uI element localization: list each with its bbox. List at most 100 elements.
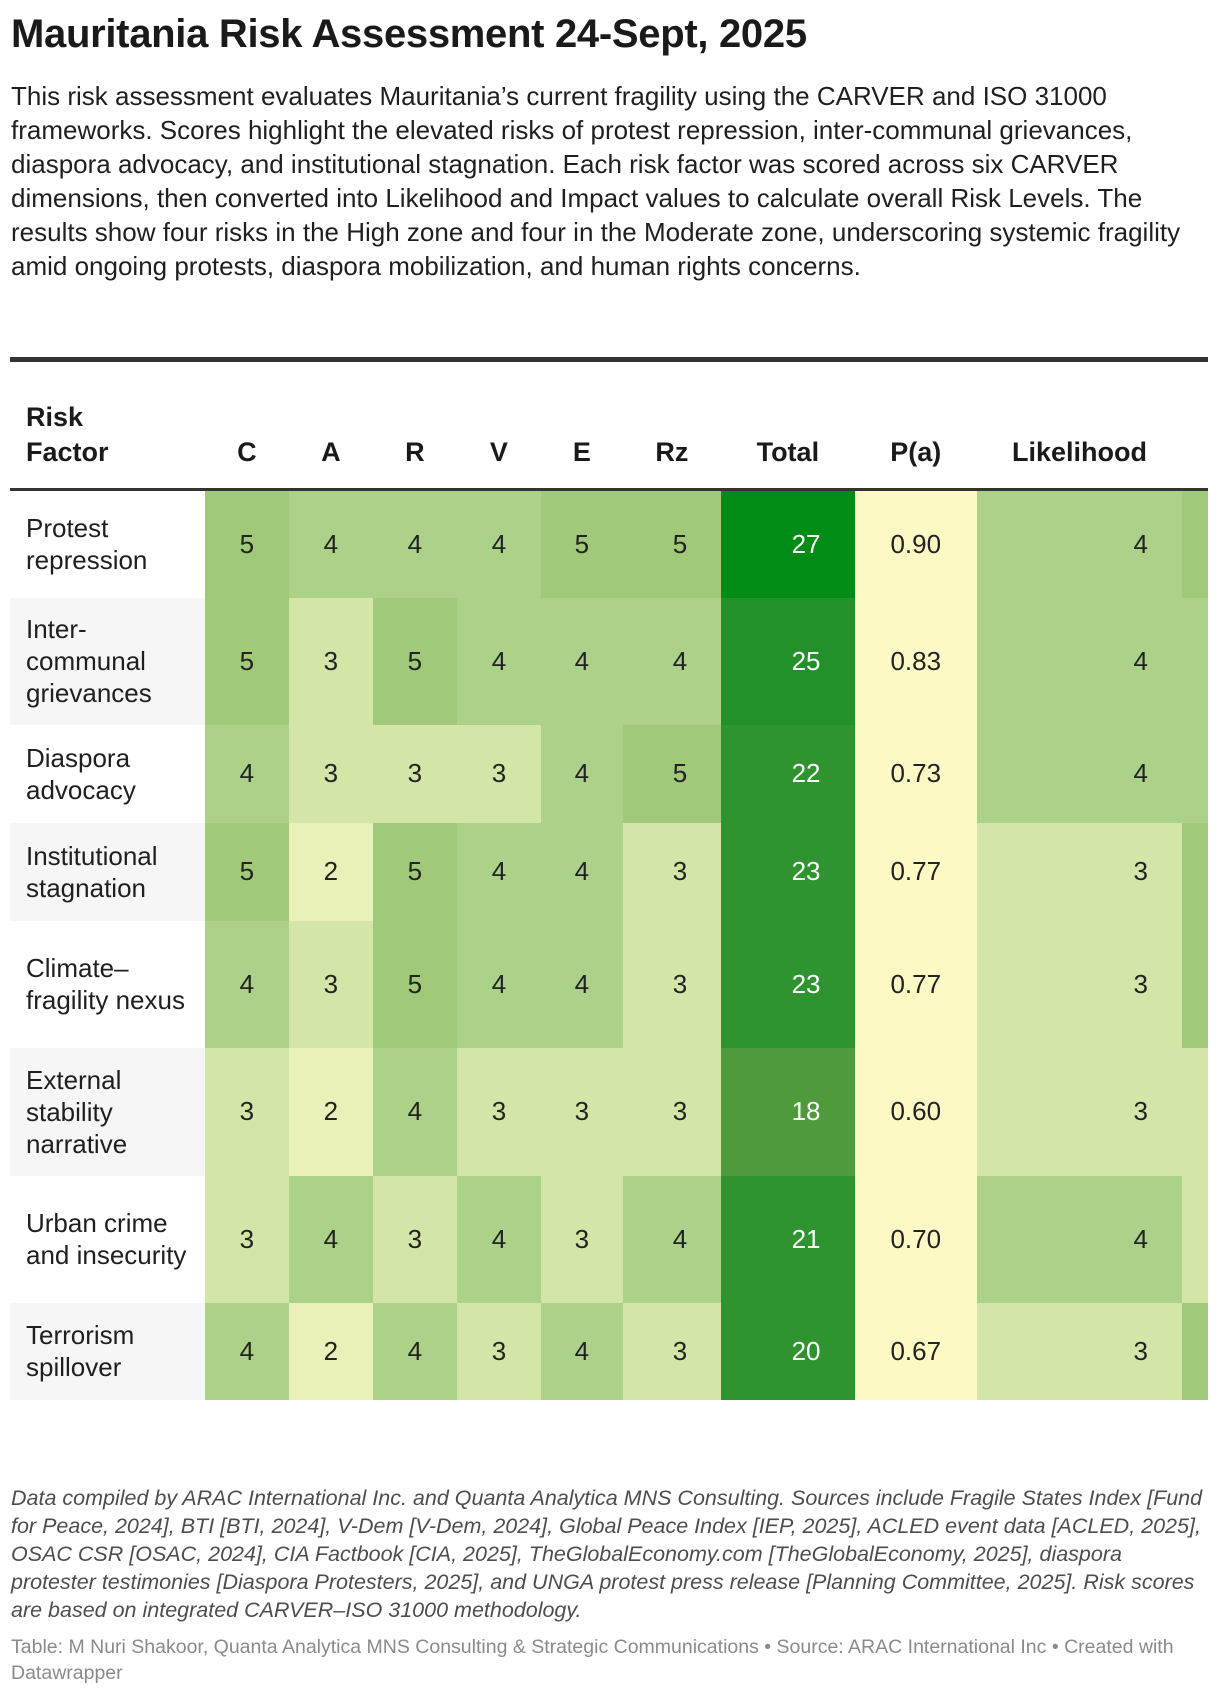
risk-factor-cell: Institutional stagnation [10,822,206,921]
risk-factor-cell: External stability narrative [10,1047,206,1176]
score-cell-r: 4 [373,489,457,598]
header-cell-overflow [1181,362,1208,491]
score-cell-r: 5 [373,822,457,921]
score-cell-v: 4 [456,1175,542,1303]
total-cell: 21 [721,1175,855,1303]
probability-cell: 0.70 [854,1175,977,1303]
score-cell-e: 4 [541,822,623,921]
table-row: Terrorism spillover 4 2 4 3 4 3 20 0.67 3 [10,1302,1208,1400]
score-cell-c: 3 [205,1047,289,1176]
likelihood-cell: 4 [977,724,1182,823]
table-row: Inter-communal grievances 5 3 5 4 4 4 25 0.83 4 [10,597,1208,725]
header-cell: Total [721,362,855,491]
likelihood-cell: 3 [977,920,1182,1048]
risk-factor-cell: Terrorism spillover [10,1302,206,1400]
score-cell-e: 4 [541,920,623,1048]
score-cell-e: 3 [541,1175,623,1303]
score-cell-r: 3 [373,724,457,823]
score-cell-rz: 3 [622,920,722,1048]
table-body: Protest repression 5 4 4 4 5 5 27 0.90 4 Inter-com… [10,489,1208,1400]
likelihood-cell: 3 [977,822,1182,921]
overflow-cell [1181,597,1208,725]
likelihood-cell: 3 [977,1047,1182,1176]
risk-factor-cell: Urban crime and insecurity [10,1175,206,1303]
header-cell: V [456,362,542,491]
overflow-cell [1181,1175,1208,1303]
header-cell: Likelihood [977,362,1182,491]
probability-cell: 0.77 [854,822,977,921]
probability-cell: 0.73 [854,724,977,823]
score-cell-e: 4 [541,724,623,823]
score-cell-e: 4 [541,1302,623,1400]
score-cell-v: 3 [456,1047,542,1176]
header-cell: P(a) [854,362,977,491]
overflow-cell [1181,1302,1208,1400]
score-cell-r: 4 [373,1047,457,1176]
total-cell: 20 [721,1302,855,1400]
probability-cell: 0.67 [854,1302,977,1400]
overflow-cell [1181,489,1208,598]
header-cell: C [205,362,289,491]
total-cell: 23 [721,920,855,1048]
header-cell: E [541,362,623,491]
score-cell-e: 5 [541,489,623,598]
risk-factor-cell: Climate–fragility nexus [10,920,206,1048]
score-cell-c: 5 [205,489,289,598]
score-cell-a: 3 [288,597,374,725]
score-cell-r: 5 [373,920,457,1048]
risk-factor-cell: Inter-communal grievances [10,597,206,725]
likelihood-cell: 4 [977,489,1182,598]
score-cell-a: 2 [288,1302,374,1400]
score-cell-a: 3 [288,920,374,1048]
score-cell-rz: 5 [622,724,722,823]
overflow-cell [1181,1047,1208,1176]
overflow-cell [1181,822,1208,921]
score-cell-rz: 4 [622,597,722,725]
score-cell-c: 4 [205,920,289,1048]
score-cell-c: 4 [205,724,289,823]
score-cell-v: 4 [456,597,542,725]
score-cell-a: 2 [288,822,374,921]
score-cell-e: 4 [541,597,623,725]
score-cell-v: 4 [456,920,542,1048]
score-cell-rz: 3 [622,822,722,921]
footnote: Data compiled by ARAC International Inc.… [11,1486,1203,1622]
score-cell-a: 4 [288,489,374,598]
risk-factor-cell: Diaspora advocacy [10,724,206,823]
header-row: Risk Factor C A R V E Rz Total P(a) Likel… [10,362,1208,491]
score-cell-rz: 4 [622,1175,722,1303]
header-cell: Rz [622,362,722,491]
table-row: Climate–fragility nexus 4 3 5 4 4 3 23 0.77 3 [10,920,1208,1048]
total-cell: 25 [721,597,855,725]
credit-line: Table: M Nuri Shakoor, Quanta Analytica … [11,1636,1174,1684]
overflow-cell [1181,724,1208,823]
score-cell-rz: 3 [622,1047,722,1176]
likelihood-cell: 3 [977,1302,1182,1400]
risk-factor-cell: Protest repression [10,489,206,598]
table-row: Diaspora advocacy 4 3 3 3 4 5 22 0.73 4 [10,724,1208,823]
probability-cell: 0.77 [854,920,977,1048]
score-cell-a: 2 [288,1047,374,1176]
risk-table: Risk Factor C A R V E Rz Total P(a) Likel… [10,362,1208,1400]
page-title: Mauritania Risk Assessment 24-Sept, 2025 [11,12,807,56]
probability-cell: 0.60 [854,1047,977,1176]
likelihood-cell: 4 [977,597,1182,725]
score-cell-r: 3 [373,1175,457,1303]
total-cell: 22 [721,724,855,823]
description: This risk assessment evaluates Mauritani… [11,81,1181,281]
overflow-cell [1181,920,1208,1048]
score-cell-v: 3 [456,1302,542,1400]
score-cell-c: 4 [205,1302,289,1400]
score-cell-v: 4 [456,489,542,598]
header-cell: Risk Factor [10,362,206,491]
score-cell-a: 3 [288,724,374,823]
probability-cell: 0.83 [854,597,977,725]
table-top-rule [10,357,1208,362]
total-cell: 23 [721,822,855,921]
likelihood-cell: 4 [977,1175,1182,1303]
score-cell-rz: 3 [622,1302,722,1400]
table-row: Urban crime and insecurity 3 4 3 4 3 4 21 0.70 4 [10,1175,1208,1303]
table-row: External stability narrative 3 2 4 3 3 3 18 0.60… [10,1047,1208,1176]
score-cell-r: 5 [373,597,457,725]
total-cell: 18 [721,1047,855,1176]
